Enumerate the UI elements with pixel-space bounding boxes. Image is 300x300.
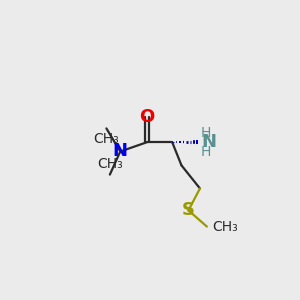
- Text: CH₃: CH₃: [97, 157, 123, 171]
- Text: CH₃: CH₃: [94, 132, 119, 146]
- Text: N: N: [201, 133, 216, 151]
- Text: CH₃: CH₃: [213, 220, 238, 234]
- Text: H: H: [201, 127, 211, 140]
- Text: N: N: [113, 142, 128, 160]
- Text: S: S: [182, 201, 195, 219]
- Text: O: O: [139, 108, 154, 126]
- Text: H: H: [201, 145, 211, 158]
